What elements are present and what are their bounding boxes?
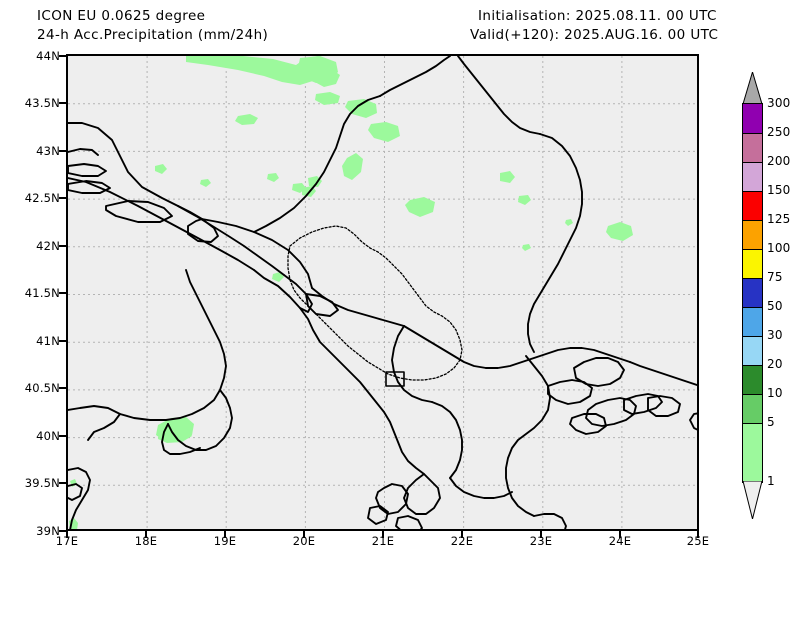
colorbar-separator — [743, 365, 762, 366]
map-canvas — [68, 56, 697, 529]
y-tick-mark — [59, 197, 66, 199]
colorbar-separator — [743, 394, 762, 395]
colorbar-band-20-30 — [743, 336, 762, 365]
x-tick-label-24e: 24E — [608, 534, 632, 548]
x-tick-mark — [697, 531, 699, 538]
y-tick-label-44n: 44N — [36, 49, 60, 63]
x-tick-mark — [461, 531, 463, 538]
y-tick-label-42-5n: 42.5N — [24, 191, 60, 205]
coastlines-and-borders — [68, 56, 697, 529]
colorbar-band-250-300 — [743, 104, 762, 133]
colorbar-band-1-5 — [743, 423, 762, 482]
colorbar-band-125-150 — [743, 191, 762, 220]
colorbar-tick-50: 50 — [767, 299, 783, 313]
x-tick-label-23e: 23E — [529, 534, 553, 548]
y-tick-mark — [59, 340, 66, 342]
x-tick-mark — [224, 531, 226, 538]
x-tick-mark — [619, 531, 621, 538]
colorbar-band-75-100 — [743, 249, 762, 278]
y-tick-label-42n: 42N — [36, 239, 60, 253]
colorbar-separator — [743, 278, 762, 279]
colorbar-separator — [743, 423, 762, 424]
y-tick-mark — [59, 435, 66, 437]
x-tick-label-17e: 17E — [55, 534, 79, 548]
colorbar-separator — [743, 133, 762, 134]
x-tick-mark — [145, 531, 147, 538]
x-tick-label-21e: 21E — [371, 534, 395, 548]
colorbar-band-10-20 — [743, 365, 762, 394]
colorbar-separator — [743, 220, 762, 221]
y-tick-label-40-5n: 40.5N — [24, 381, 60, 395]
y-tick-mark — [59, 150, 66, 152]
colorbar-separator — [743, 307, 762, 308]
colorbar-band-200-250 — [743, 133, 762, 162]
x-tick-label-20e: 20E — [292, 534, 316, 548]
colorbar-band-100-125 — [743, 220, 762, 249]
model-title: ICON EU 0.0625 degree — [37, 8, 206, 24]
x-tick-mark — [303, 531, 305, 538]
colorbar-separator — [743, 191, 762, 192]
colorbar-tick-20: 20 — [767, 357, 783, 371]
x-tick-mark — [66, 531, 68, 538]
colorbar-underflow-arrow-icon — [742, 481, 763, 519]
colorbar-separator — [743, 162, 762, 163]
valid-time-label: Valid(+120): 2025.AUG.16. 00 UTC — [470, 27, 719, 43]
y-tick-label-43n: 43N — [36, 144, 60, 158]
colorbar-tick-30: 30 — [767, 328, 783, 342]
colorbar-tick-250: 250 — [767, 125, 791, 139]
precipitation-shading — [69, 56, 633, 529]
colorbar-band-150-200 — [743, 162, 762, 191]
x-tick-label-25e: 25E — [686, 534, 710, 548]
colorbar-tick-150: 150 — [767, 183, 791, 197]
map-plot — [66, 54, 699, 531]
y-tick-label-41n: 41N — [36, 334, 60, 348]
colorbar-separator — [743, 336, 762, 337]
colorbar-tick-125: 125 — [767, 212, 791, 226]
x-tick-mark — [540, 531, 542, 538]
y-tick-mark — [59, 292, 66, 294]
map-frame — [66, 54, 699, 531]
y-tick-mark — [59, 530, 66, 532]
colorbar-band-30-50 — [743, 307, 762, 336]
field-title: 24-h Acc.Precipitation (mm/24h) — [37, 27, 269, 43]
y-tick-label-41-5n: 41.5N — [24, 286, 60, 300]
colorbar-separator — [743, 249, 762, 250]
x-tick-mark — [382, 531, 384, 538]
y-tick-label-39n: 39N — [36, 524, 60, 538]
initialisation-label: Initialisation: 2025.08.11. 00 UTC — [478, 8, 717, 24]
y-tick-mark — [59, 482, 66, 484]
x-tick-label-18e: 18E — [134, 534, 158, 548]
x-tick-label-22e: 22E — [450, 534, 474, 548]
colorbar-tick-100: 100 — [767, 241, 791, 255]
y-tick-label-39-5n: 39.5N — [24, 476, 60, 490]
colorbar-tick-5: 5 — [767, 415, 775, 429]
header: ICON EU 0.0625 degree 24-h Acc.Precipita… — [0, 0, 800, 50]
y-tick-label-40n: 40N — [36, 429, 60, 443]
colorbar-tick-10: 10 — [767, 386, 783, 400]
y-tick-label-43-5n: 43.5N — [24, 96, 60, 110]
x-tick-label-19e: 19E — [213, 534, 237, 548]
y-tick-mark — [59, 55, 66, 57]
colorbar-tick-75: 75 — [767, 270, 783, 284]
colorbar-tick-1: 1 — [767, 474, 775, 488]
colorbar-overflow-arrow-icon — [742, 72, 763, 104]
colorbar-tick-300: 300 — [767, 96, 791, 110]
colorbar-band-50-75 — [743, 278, 762, 307]
y-tick-mark — [59, 102, 66, 104]
y-tick-mark — [59, 387, 66, 389]
colorbar-tick-200: 200 — [767, 154, 791, 168]
colorbar-band-5-10 — [743, 394, 762, 423]
y-tick-mark — [59, 245, 66, 247]
colorbar-gradient — [742, 103, 763, 483]
